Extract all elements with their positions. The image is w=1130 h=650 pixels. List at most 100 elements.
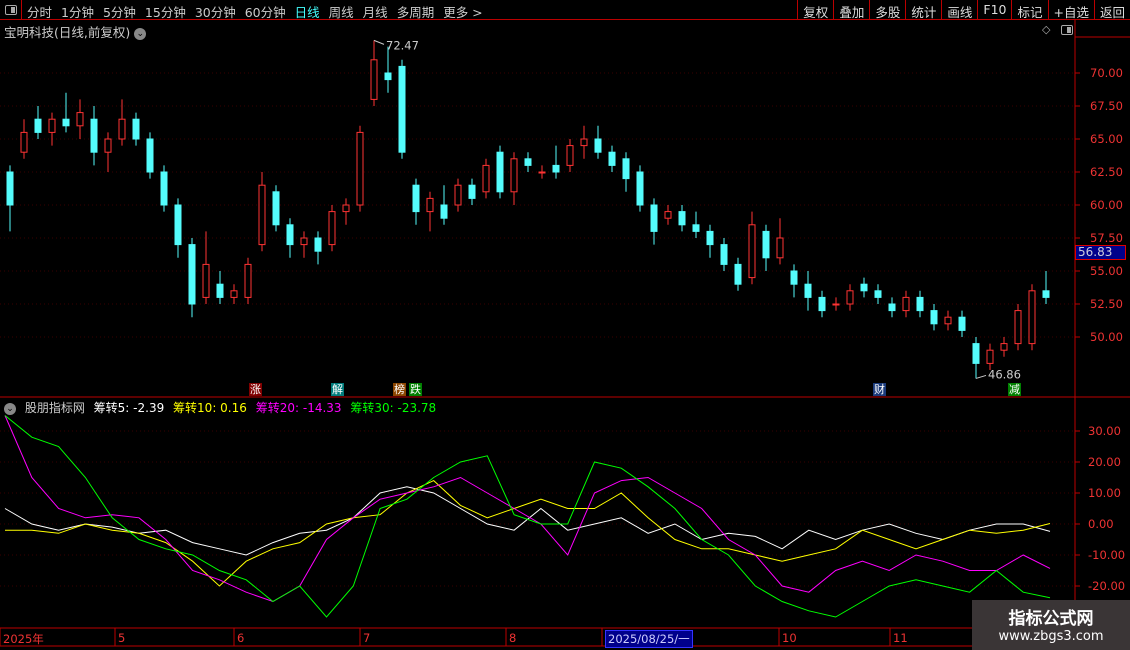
candle-body xyxy=(1014,310,1022,345)
toolbar-button[interactable]: 复权 xyxy=(797,0,833,20)
panel-toggle-icon xyxy=(4,5,17,15)
marker-cai[interactable]: 财 xyxy=(873,383,886,396)
candle-body xyxy=(300,237,308,246)
candle-body xyxy=(566,145,574,166)
price-tick-label: 67.50 xyxy=(1090,99,1123,113)
candle-body xyxy=(874,290,882,298)
candle-body xyxy=(398,65,406,153)
candle-body xyxy=(48,118,56,133)
candle-body xyxy=(34,118,42,133)
low-price-label: 46.86 xyxy=(988,367,1021,381)
candle-body xyxy=(118,118,126,140)
date-label: 11 xyxy=(893,631,908,645)
watermark: 指标公式网 www.zbgs3.com xyxy=(972,600,1130,650)
candle-body xyxy=(538,171,546,174)
candle-body xyxy=(174,204,182,246)
candle-body xyxy=(272,191,280,226)
period-tab[interactable]: 15分钟 xyxy=(144,5,186,20)
stock-title[interactable]: 宝明科技(日线,前复权) ⌄ xyxy=(4,22,147,41)
current-price-tag: 56.83 xyxy=(1075,245,1126,260)
candle-body xyxy=(664,211,672,219)
marker-jian[interactable]: 减 xyxy=(1008,383,1021,396)
candle-body xyxy=(832,303,840,306)
high-price-label: 72.47 xyxy=(386,38,419,52)
period-tab[interactable]: 多周期 xyxy=(396,5,435,20)
period-tab[interactable]: 30分钟 xyxy=(194,5,236,20)
marker-bang[interactable]: 榜 xyxy=(393,383,406,396)
candle-body xyxy=(230,290,238,298)
candle-body xyxy=(944,316,952,325)
toolbar-buttons: 复权 叠加 多股 统计 画线 F10 标记 +自选 返回 xyxy=(797,0,1130,20)
candle-body xyxy=(762,230,770,259)
toolbar-button[interactable]: 多股 xyxy=(869,0,905,20)
price-tick-label: 70.00 xyxy=(1090,66,1123,80)
period-tab[interactable]: 更多 > xyxy=(443,5,483,20)
panel-toggle-icon[interactable] xyxy=(1061,25,1073,35)
candle-body xyxy=(510,158,518,193)
indicator-line-筹转10 xyxy=(5,480,1051,587)
price-tick-label: 52.50 xyxy=(1090,297,1123,311)
toolbar-button[interactable]: +自选 xyxy=(1047,0,1094,20)
legend-30: 筹转30: -23.78 xyxy=(350,401,437,415)
date-label: 7 xyxy=(363,631,371,645)
candle-body xyxy=(216,283,224,298)
candle-body xyxy=(104,138,112,153)
chevron-down-icon[interactable]: ⌄ xyxy=(4,402,16,415)
period-tab[interactable]: 日线 xyxy=(294,5,320,20)
candle-body xyxy=(734,263,742,285)
toolbar-button[interactable]: 画线 xyxy=(941,0,977,20)
sidebar-toggle-button[interactable] xyxy=(0,0,22,20)
date-label: 5 xyxy=(118,631,126,645)
marker-jie[interactable]: 解 xyxy=(331,383,344,396)
toolbar-button[interactable]: 叠加 xyxy=(833,0,869,20)
indicator-line-筹转5 xyxy=(4,486,1051,556)
candle-body xyxy=(986,349,994,364)
marker-die[interactable]: 跌 xyxy=(409,383,422,396)
indicator-name[interactable]: 股朋指标网 xyxy=(24,401,85,415)
candle-body xyxy=(720,244,728,265)
toolbar-button[interactable]: 返回 xyxy=(1093,0,1130,20)
candle-body xyxy=(244,263,252,298)
period-tab[interactable]: 5分钟 xyxy=(102,5,136,20)
legend-5: 筹转5: -2.39 xyxy=(93,401,165,415)
candle-body xyxy=(622,158,630,180)
candle-body xyxy=(328,211,336,246)
candle-body xyxy=(160,171,168,206)
candle-body xyxy=(314,237,322,252)
chevron-down-icon[interactable]: ⌄ xyxy=(134,27,147,40)
candle-body xyxy=(860,283,868,292)
candle-body xyxy=(692,224,700,232)
period-tab[interactable]: 周线 xyxy=(328,5,354,20)
legend-10: 筹转10: 0.16 xyxy=(173,401,247,415)
date-label: 8 xyxy=(509,631,517,645)
diamond-icon[interactable]: ◇ xyxy=(1042,23,1051,36)
marker-zhang[interactable]: 涨 xyxy=(249,383,262,396)
indicator-legend: ⌄ 股朋指标网 筹转5: -2.39 筹转10: 0.16 筹转20: -14.… xyxy=(4,399,441,416)
price-tick-label: 50.00 xyxy=(1090,330,1123,344)
indicator-tick-label: 30.00 xyxy=(1088,424,1121,438)
candle-body xyxy=(594,138,602,153)
candle-body xyxy=(748,224,756,279)
candle-body xyxy=(76,112,84,127)
candle-body xyxy=(636,171,644,206)
candle-body xyxy=(552,164,560,173)
candle-body xyxy=(370,59,378,100)
toolbar-button[interactable]: 统计 xyxy=(905,0,941,20)
candle-body xyxy=(846,290,854,305)
candle-body xyxy=(524,158,532,166)
candle-body xyxy=(20,131,28,153)
toolbar-button[interactable]: F10 xyxy=(977,0,1011,20)
period-tab[interactable]: 1分钟 xyxy=(61,5,94,20)
period-tab[interactable]: 月线 xyxy=(362,5,388,20)
candle-body xyxy=(6,171,14,206)
candle-body xyxy=(916,296,924,312)
candle-body xyxy=(1028,290,1036,345)
period-tab[interactable]: 分时 xyxy=(27,5,53,20)
legend-20: 筹转20: -14.33 xyxy=(255,401,342,415)
candle-body xyxy=(958,316,966,331)
period-tab[interactable]: 60分钟 xyxy=(244,5,286,20)
price-tick-label: 60.00 xyxy=(1090,198,1123,212)
toolbar-button[interactable]: 标记 xyxy=(1011,0,1047,20)
candle-body xyxy=(818,296,826,312)
